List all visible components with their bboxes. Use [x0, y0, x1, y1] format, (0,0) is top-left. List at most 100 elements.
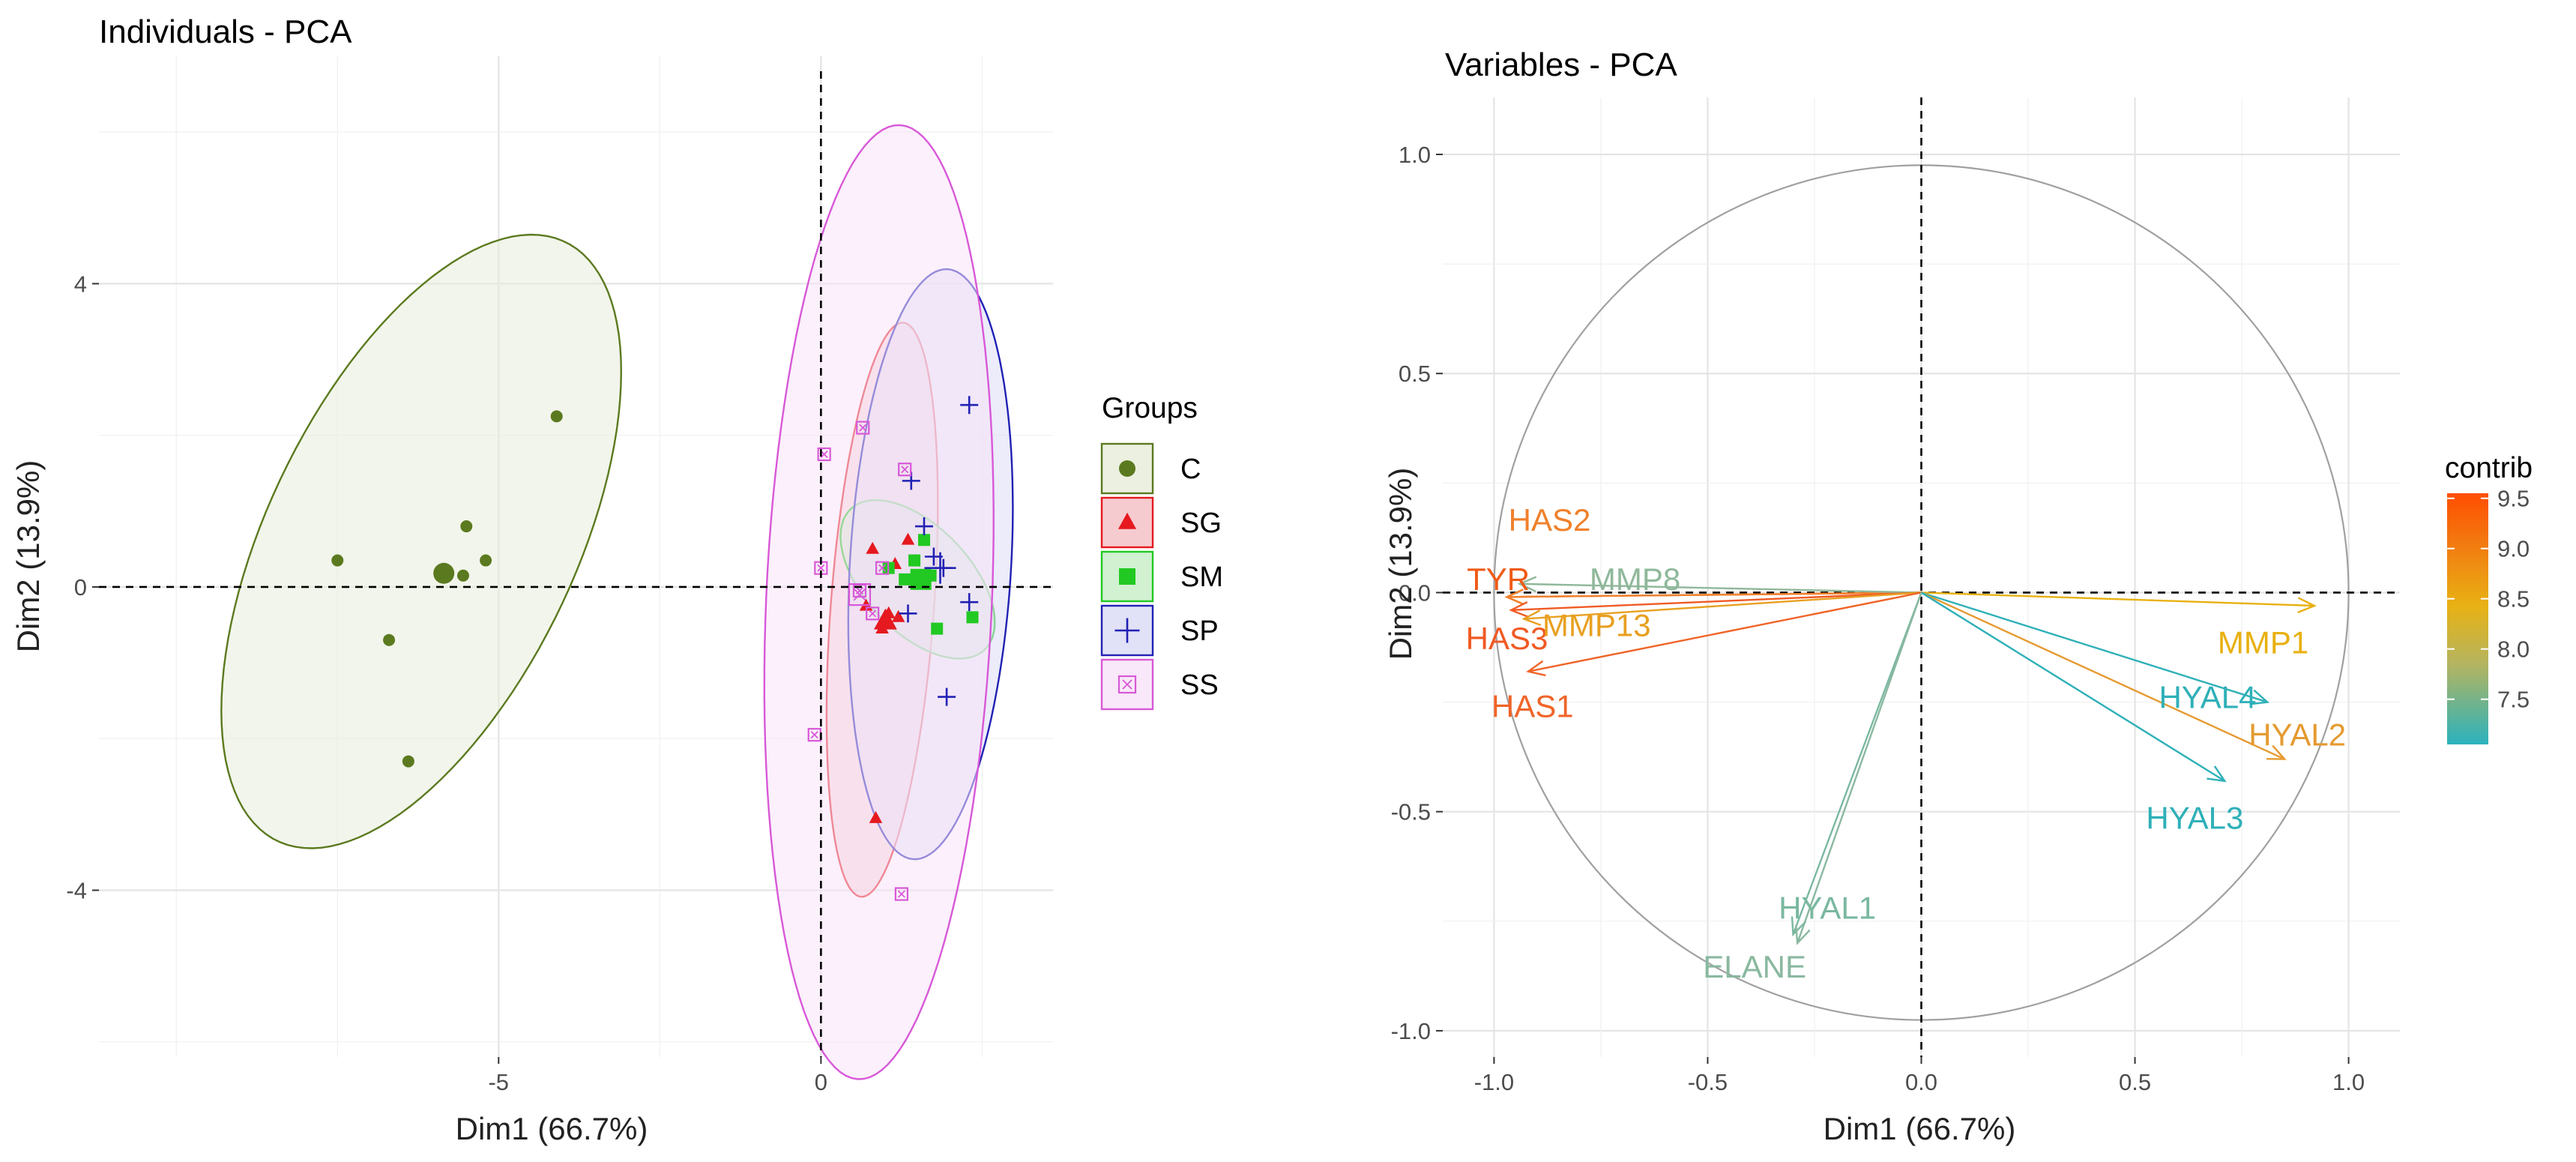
point-sg [901, 532, 915, 545]
centroid-sg [873, 608, 897, 630]
label-hyal2: HYAL2 [2248, 717, 2346, 752]
point-c [550, 410, 563, 423]
point-sp [960, 396, 979, 415]
label-mmp8: MMP8 [1590, 562, 1680, 597]
arrow-hyal2 [1921, 591, 2287, 760]
y-tick-label: -1.0 [1391, 1018, 1431, 1044]
point-sm [917, 534, 930, 547]
contrib-tick-label: 8.0 [2497, 636, 2530, 663]
point-c [331, 554, 344, 567]
contrib-legend-title: contrib [2445, 452, 2533, 484]
arrow-hyal4 [1921, 591, 2270, 705]
legend-marker-c [1119, 460, 1135, 477]
arrow-hyal3 [1920, 591, 2227, 783]
label-hyal3: HYAL3 [2146, 800, 2243, 835]
x-tick-label: 1.0 [2332, 1069, 2365, 1095]
y-tick-label: 0 [74, 574, 87, 600]
y-tick-label: 0.0 [1399, 580, 1431, 606]
individuals-panel: Individuals - PCA -5 0 -404 Dim1 (66.7%) … [10, 13, 1223, 1146]
variables-y-axis-title: Dim2 (13.9%) [1383, 468, 1418, 660]
point-c [456, 569, 469, 582]
point-c [480, 554, 492, 567]
arrow-mmp13 [1521, 591, 1922, 626]
point-ss [894, 887, 908, 901]
individuals-points [331, 396, 979, 901]
point-ss [856, 421, 870, 435]
individuals-y-axis-title: Dim2 (13.9%) [10, 460, 46, 653]
legend-marker-sg [1117, 512, 1137, 529]
point-ss [875, 561, 890, 575]
x-tick-label: -0.5 [1688, 1069, 1728, 1095]
x-tick-label: 0.5 [2119, 1069, 2151, 1095]
contrib-legend-ticks: 9.5 9.0 8.5 8.0 7.5 [2447, 486, 2530, 713]
label-tyr: TYR [1467, 562, 1530, 597]
label-mmp1: MMP1 [2218, 625, 2308, 660]
point-sm [966, 611, 979, 624]
point-sp [899, 604, 917, 623]
legend-item-sp: SP [1100, 604, 1219, 657]
individuals-x-ticks: -5 0 [488, 1057, 827, 1095]
y-tick-label: 1.0 [1399, 142, 1431, 168]
y-tick-label: 4 [74, 271, 87, 297]
contrib-colorbar [2447, 493, 2488, 744]
label-has2: HAS2 [1509, 502, 1591, 538]
individuals-ellipses [220, 124, 1014, 1080]
individuals-title: Individuals - PCA [99, 13, 352, 50]
individuals-x-axis-title: Dim1 (66.7%) [456, 1111, 648, 1146]
groups-legend-title: Groups [1102, 392, 1198, 424]
y-tick-label: 0.5 [1399, 361, 1431, 387]
legend-marker-sm [1119, 568, 1135, 585]
arrow-elane [1795, 592, 1922, 945]
point-sm [899, 573, 911, 585]
x-tick-label: 0.0 [1905, 1069, 1937, 1095]
legend-label-sp: SP [1180, 615, 1219, 647]
label-hyal1: HYAL1 [1779, 890, 1876, 925]
point-sp [914, 517, 933, 536]
variables-arrows [1504, 576, 2317, 945]
individuals-zero-lines [99, 71, 1053, 1057]
arrow-has2 [1504, 588, 1922, 605]
variables-y-ticks: -1.0 -0.5 0.0 0.5 1.0 [1391, 142, 1443, 1044]
label-elane: ELANE [1703, 949, 1806, 984]
contrib-legend: contrib 9.5 9.0 8.5 8.0 7.5 [2445, 452, 2533, 744]
centroid-sp [924, 552, 956, 584]
label-has1: HAS1 [1491, 688, 1574, 723]
legend-label-ss: SS [1180, 669, 1219, 701]
arrow-has3 [1509, 591, 1922, 618]
centroid-ss [848, 582, 872, 606]
legend-item-sm: SM [1100, 550, 1223, 603]
legend-marker-ss [1117, 675, 1137, 694]
point-sp [960, 593, 979, 612]
point-sg [866, 541, 879, 554]
x-tick-label: -1.0 [1474, 1069, 1514, 1095]
arrow-mmp1 [1921, 591, 2317, 614]
contrib-tick-label: 7.5 [2497, 687, 2530, 713]
arrow-hyal1 [1791, 592, 1922, 937]
legend-key-ss [1100, 658, 1154, 711]
ellipse-c [220, 233, 623, 849]
point-sm [908, 554, 921, 567]
point-c [402, 755, 414, 768]
x-tick-label: 0 [815, 1069, 827, 1095]
label-hyal4: HYAL4 [2159, 680, 2256, 715]
arrow-mmp8 [1517, 576, 1922, 594]
groups-legend: Groups C SG SM SP SS [1100, 392, 1223, 711]
centroid-c [433, 562, 455, 584]
point-ss [866, 606, 880, 621]
contrib-tick-label: 9.5 [2497, 486, 2530, 512]
legend-label-sg: SG [1180, 508, 1222, 539]
label-mmp13: MMP13 [1542, 607, 1651, 642]
variables-x-axis-title: Dim1 (66.7%) [1824, 1111, 2016, 1146]
point-sp [938, 687, 956, 706]
contrib-tick-label: 8.5 [2497, 586, 2530, 612]
legend-label-sm: SM [1180, 562, 1223, 593]
point-ss [898, 463, 912, 477]
legend-label-c: C [1180, 454, 1201, 485]
label-has3: HAS3 [1466, 621, 1548, 656]
legend-item-c: C [1100, 442, 1201, 495]
legend-item-ss: SS [1100, 658, 1219, 711]
x-tick-label: -5 [488, 1069, 509, 1095]
